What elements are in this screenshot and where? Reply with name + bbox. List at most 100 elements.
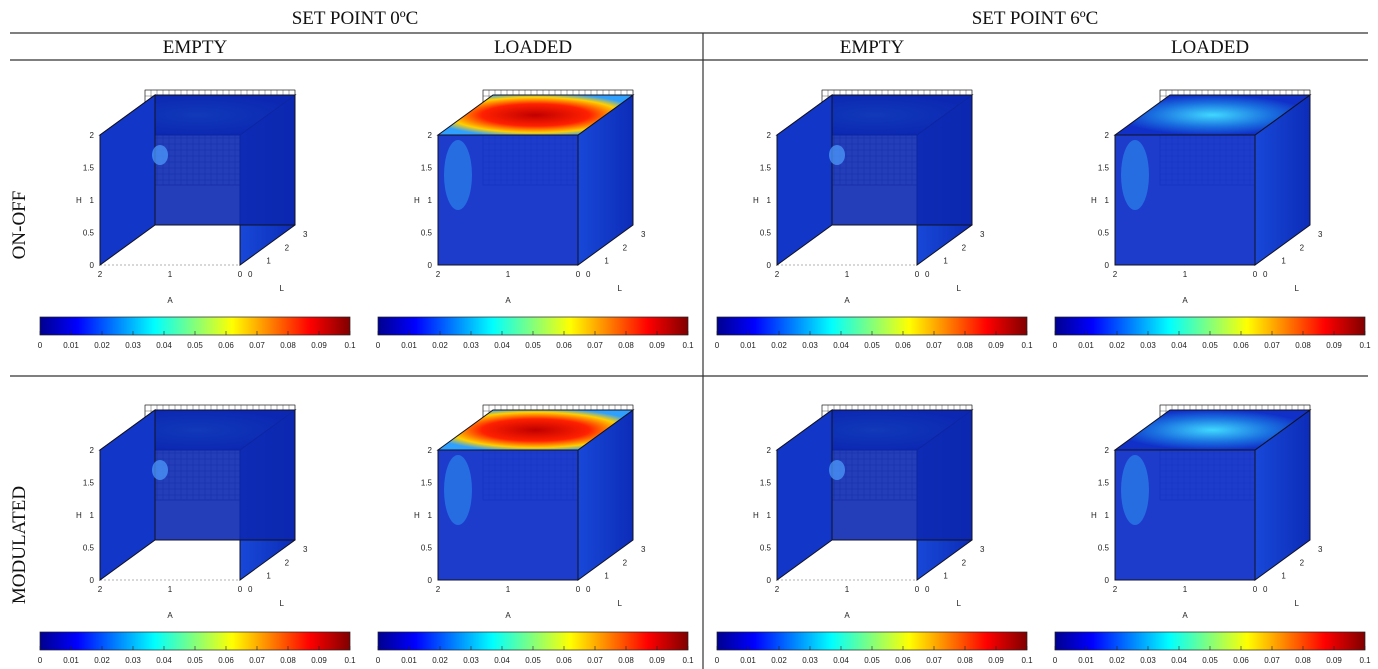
l-tick-label: 0 [925,585,930,594]
figure: SET POINT 0ºC SET POINT 6ºC EMPTY LOADED… [0,0,1378,669]
panel: 00.511.52H210A0123L00.010.020.030.040.05… [1053,405,1371,665]
l-tick-label: 1 [1281,257,1286,266]
colorbar-tick-label: 0 [38,341,43,350]
colorbar-tick-label: 0 [1053,656,1058,665]
colorbar-tick-label: 0.02 [432,341,448,350]
a-tick-label: 0 [576,270,581,279]
colorbar-tick-label: 0 [715,341,720,350]
h-tick-label: 1 [90,196,95,205]
a-tick-label: 0 [1253,585,1258,594]
l-tick-label: 3 [303,545,308,554]
colorbar-tick-label: 0.07 [1264,656,1280,665]
l-tick-label: 3 [1318,230,1323,239]
axis-label: L [280,599,285,608]
h-tick-label: 0.5 [421,229,433,238]
hot-spot [1121,455,1149,525]
spot [152,460,168,480]
colorbar-tick-label: 0.09 [649,656,665,665]
axis-label: H [753,196,759,205]
colorbar-tick-label: 0.04 [1171,341,1187,350]
a-tick-label: 2 [436,270,441,279]
colorbar-tick-label: 0.02 [94,656,110,665]
l-tick-label: 0 [248,585,253,594]
h-tick-label: 2 [90,131,95,140]
colorbar-tick-label: 0.04 [494,341,510,350]
a-tick-label: 2 [98,585,103,594]
colorbar-tick-label: 0.09 [988,341,1004,350]
colorbar-tick-label: 0.05 [1202,656,1218,665]
colorbar-tick-label: 0.04 [833,656,849,665]
panel: 00.511.52H210A0123L00.010.020.030.040.05… [1053,90,1371,350]
h-tick-label: 1 [1105,196,1110,205]
axis-label: A [1182,611,1188,620]
h-tick-label: 2 [1105,131,1110,140]
colorbar-tick-label: 0.05 [864,656,880,665]
colorbar-tick-label: 0.07 [249,341,265,350]
l-tick-label: 3 [980,230,985,239]
colorbar-tick-label: 0.06 [556,341,572,350]
l-tick-label: 1 [943,257,948,266]
h-tick-label: 1.5 [421,164,433,173]
back-face [832,95,972,225]
colorbar-tick-label: 0.05 [187,656,203,665]
colorbar-tick-label: 0.06 [1233,341,1249,350]
a-tick-label: 2 [775,270,780,279]
h-tick-label: 0.5 [760,544,772,553]
row-label: MODULATED [9,486,30,604]
a-tick-label: 1 [506,270,511,279]
colorbar-tick-label: 0.07 [1264,341,1280,350]
colorbar-tick-label: 0.01 [740,656,756,665]
colorbar-tick-label: 0.08 [957,656,973,665]
l-tick-label: 2 [1300,558,1305,567]
h-tick-label: 0 [428,576,433,585]
l-tick-label: 2 [285,243,290,252]
l-tick-label: 2 [623,243,628,252]
colorbar-tick-label: 0.04 [156,341,172,350]
a-tick-label: 2 [1113,585,1118,594]
a-tick-label: 2 [775,585,780,594]
colorbar-tick-label: 0.05 [864,341,880,350]
axis-label: H [76,511,82,520]
colorbar-tick-label: 0.1 [344,656,356,665]
colorbar-tick-label: 0.03 [1140,341,1156,350]
colorbar-tick-label: 0.01 [401,341,417,350]
h-tick-label: 1 [428,511,433,520]
colorbar-tick-label: 0 [1053,341,1058,350]
h-tick-label: 2 [1105,446,1110,455]
h-tick-label: 1.5 [1098,164,1110,173]
colorbar-tick-label: 0.09 [1326,341,1342,350]
colorbar-tick-label: 0.1 [1359,656,1371,665]
colorbar-tick-label: 0.07 [587,341,603,350]
spot [152,145,168,165]
panel: 00.511.52H210A0123L00.010.020.030.040.05… [38,90,356,350]
colorbar-tick-label: 0.02 [1109,341,1125,350]
axis-label: A [505,296,511,305]
l-tick-label: 1 [266,572,271,581]
a-tick-label: 2 [436,585,441,594]
sub-title: EMPTY [840,37,905,58]
axis-label: A [167,296,173,305]
sub-title: EMPTY [163,37,228,58]
h-tick-label: 1.5 [1098,479,1110,488]
colorbar-tick-label: 0.05 [525,656,541,665]
a-tick-label: 1 [845,585,850,594]
l-tick-label: 3 [980,545,985,554]
colorbar-tick-label: 0 [715,656,720,665]
h-tick-label: 2 [767,131,772,140]
h-tick-label: 0.5 [1098,229,1110,238]
h-tick-label: 0 [1105,576,1110,585]
h-tick-label: 0.5 [421,544,433,553]
h-tick-label: 1 [90,511,95,520]
a-tick-label: 1 [168,270,173,279]
l-tick-label: 2 [623,558,628,567]
colorbar-tick-label: 0.03 [125,656,141,665]
a-tick-label: 0 [576,585,581,594]
l-tick-label: 1 [604,257,609,266]
colorbar-tick-label: 0.07 [587,656,603,665]
sub-title: LOADED [1171,37,1249,58]
colorbar-tick-label: 0.02 [432,656,448,665]
l-tick-label: 0 [586,270,591,279]
colorbar-tick-label: 0.09 [988,656,1004,665]
h-tick-label: 0.5 [1098,544,1110,553]
